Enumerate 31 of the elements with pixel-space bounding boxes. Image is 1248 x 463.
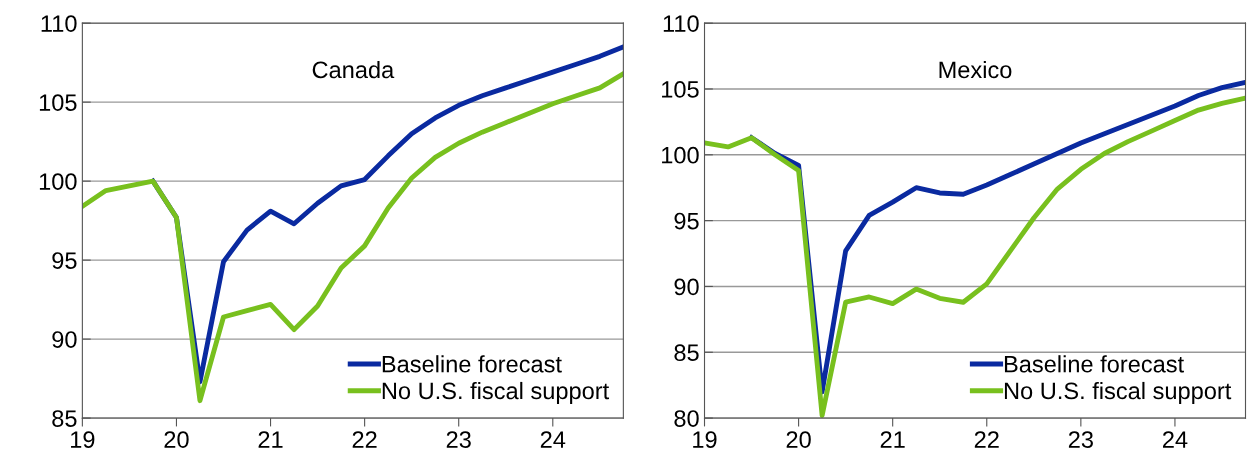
text: Mexico	[939, 60, 1012, 79]
x-tick-label: 20	[786, 431, 811, 448]
x-tick-label: 22	[352, 431, 377, 448]
y-tick-label: 110	[41, 15, 77, 32]
y-tick-label: 105	[39, 94, 77, 111]
y-tick-label: 80	[674, 410, 699, 427]
legend-label: Baseline forecast	[1004, 355, 1184, 373]
y-tick-label: 90	[674, 278, 699, 296]
text: Canada	[312, 60, 395, 79]
y-tick-label: 110	[663, 15, 699, 32]
y-tick-label: 85	[674, 344, 699, 362]
x-tick-label: 19	[71, 431, 95, 448]
y-tick-label: 100	[662, 146, 699, 164]
legend-label: No U.S. fiscal support	[1004, 381, 1232, 404]
x-tick-label: 21	[258, 431, 283, 448]
x-tick-label: 23	[446, 431, 471, 448]
x-tick-label: 24	[1163, 431, 1188, 448]
legend-label: Baseline forecast	[382, 355, 562, 373]
x-tick-label: 24	[540, 431, 566, 448]
y-tick-label: 105	[662, 81, 699, 98]
y-tick-label: 95	[52, 252, 77, 269]
y-tick-label: 85	[52, 410, 77, 427]
x-tick-label: 23	[1068, 431, 1093, 448]
y-tick-label: 100	[39, 173, 77, 190]
y-tick-label: 95	[674, 212, 699, 230]
x-tick-label: 21	[880, 431, 905, 448]
x-tick-label: 19	[693, 431, 717, 448]
legend-label: No U.S. fiscal support	[382, 381, 610, 404]
y-tick-label: 90	[52, 331, 77, 348]
x-tick-label: 20	[164, 431, 189, 448]
x-tick-label: 22	[974, 431, 999, 448]
